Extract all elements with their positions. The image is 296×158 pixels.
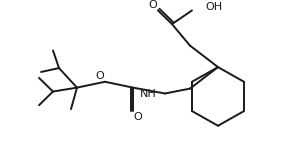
Text: O: O bbox=[149, 0, 157, 10]
Text: O: O bbox=[133, 112, 142, 122]
Text: OH: OH bbox=[205, 3, 222, 12]
Text: NH: NH bbox=[140, 89, 157, 100]
Text: O: O bbox=[96, 71, 104, 81]
